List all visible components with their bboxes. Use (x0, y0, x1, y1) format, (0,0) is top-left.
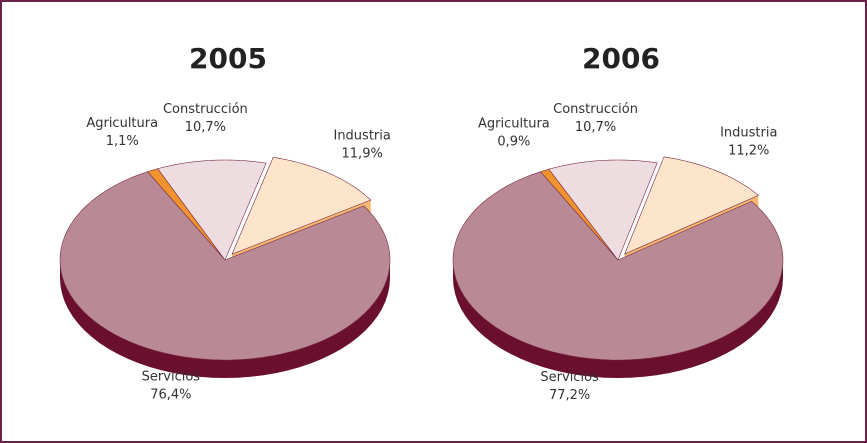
slice-label: Agricultura (86, 116, 158, 131)
slice-label: Construcción (163, 102, 248, 117)
slice-label: Construcción (553, 102, 638, 117)
slice-label: Industria (720, 126, 777, 141)
slice-label: Industria (333, 128, 390, 143)
slice-value-label: 0,9% (497, 134, 530, 149)
slice (147, 168, 226, 261)
slice-value-label: 1,1% (106, 134, 139, 149)
slice-label: Servicios (142, 369, 201, 384)
slice-value-label: 10,7% (185, 120, 226, 135)
slice-label: Agricultura (478, 116, 550, 131)
slice-value-label: 10,7% (575, 120, 616, 135)
slice (157, 159, 267, 261)
slice (540, 168, 619, 261)
slice (624, 156, 759, 255)
slice-label: Servicios (540, 370, 599, 385)
chart-title: 2006 (582, 42, 660, 75)
chart-title: 2005 (189, 42, 267, 75)
slice (548, 159, 658, 261)
slice-side (60, 260, 390, 378)
slice (59, 171, 391, 361)
slice-value-label: 76,4% (150, 387, 191, 402)
slice (231, 156, 372, 255)
slice-value-label: 11,2% (728, 144, 769, 159)
slice (452, 171, 784, 361)
slice-value-label: 77,2% (549, 388, 590, 403)
slice-side (453, 260, 783, 378)
slice-value-label: 11,9% (342, 146, 383, 161)
